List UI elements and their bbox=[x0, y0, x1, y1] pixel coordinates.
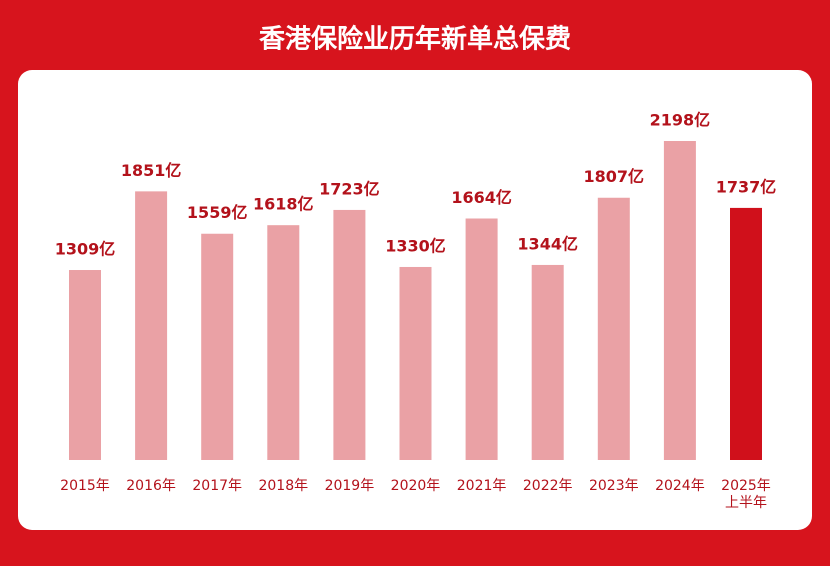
x-tick-label: 2015年 bbox=[60, 478, 110, 494]
bar bbox=[69, 270, 101, 460]
x-tick-label: 2022年 bbox=[523, 478, 573, 494]
chart-title: 香港保险业历年新单总保费 bbox=[259, 24, 571, 55]
x-tick-label: 2019年 bbox=[325, 478, 375, 494]
value-label: 1851亿 bbox=[121, 161, 182, 180]
value-label: 1559亿 bbox=[187, 203, 248, 222]
value-label: 1807亿 bbox=[584, 167, 645, 186]
value-label: 1723亿 bbox=[319, 179, 380, 198]
x-tick-label: 2021年 bbox=[457, 478, 507, 494]
bar bbox=[730, 207, 762, 460]
value-label: 1664亿 bbox=[451, 188, 512, 207]
x-tick-label: 2020年 bbox=[391, 478, 441, 494]
value-label: 1309亿 bbox=[55, 240, 116, 259]
value-label: 1330亿 bbox=[385, 236, 446, 255]
bar bbox=[267, 225, 300, 460]
value-label: 2198亿 bbox=[650, 111, 711, 130]
x-tick-label: 2024年 bbox=[655, 478, 705, 494]
x-tick-label: 2018年 bbox=[258, 478, 308, 494]
bar bbox=[597, 197, 630, 460]
bar bbox=[135, 191, 168, 460]
bar bbox=[333, 209, 366, 460]
x-tick-label: 2025年上半年 bbox=[721, 478, 771, 511]
value-label: 1618亿 bbox=[253, 195, 314, 214]
x-tick-label: 2016年 bbox=[126, 478, 176, 494]
value-label: 1344亿 bbox=[517, 234, 578, 253]
bar bbox=[399, 266, 432, 460]
bar bbox=[201, 233, 234, 460]
bar bbox=[663, 141, 696, 460]
bar bbox=[465, 218, 498, 460]
x-tick-label: 2023年 bbox=[589, 478, 639, 494]
x-tick-label: 2017年 bbox=[192, 478, 242, 494]
bar bbox=[531, 264, 564, 460]
value-label: 1737亿 bbox=[716, 177, 777, 196]
